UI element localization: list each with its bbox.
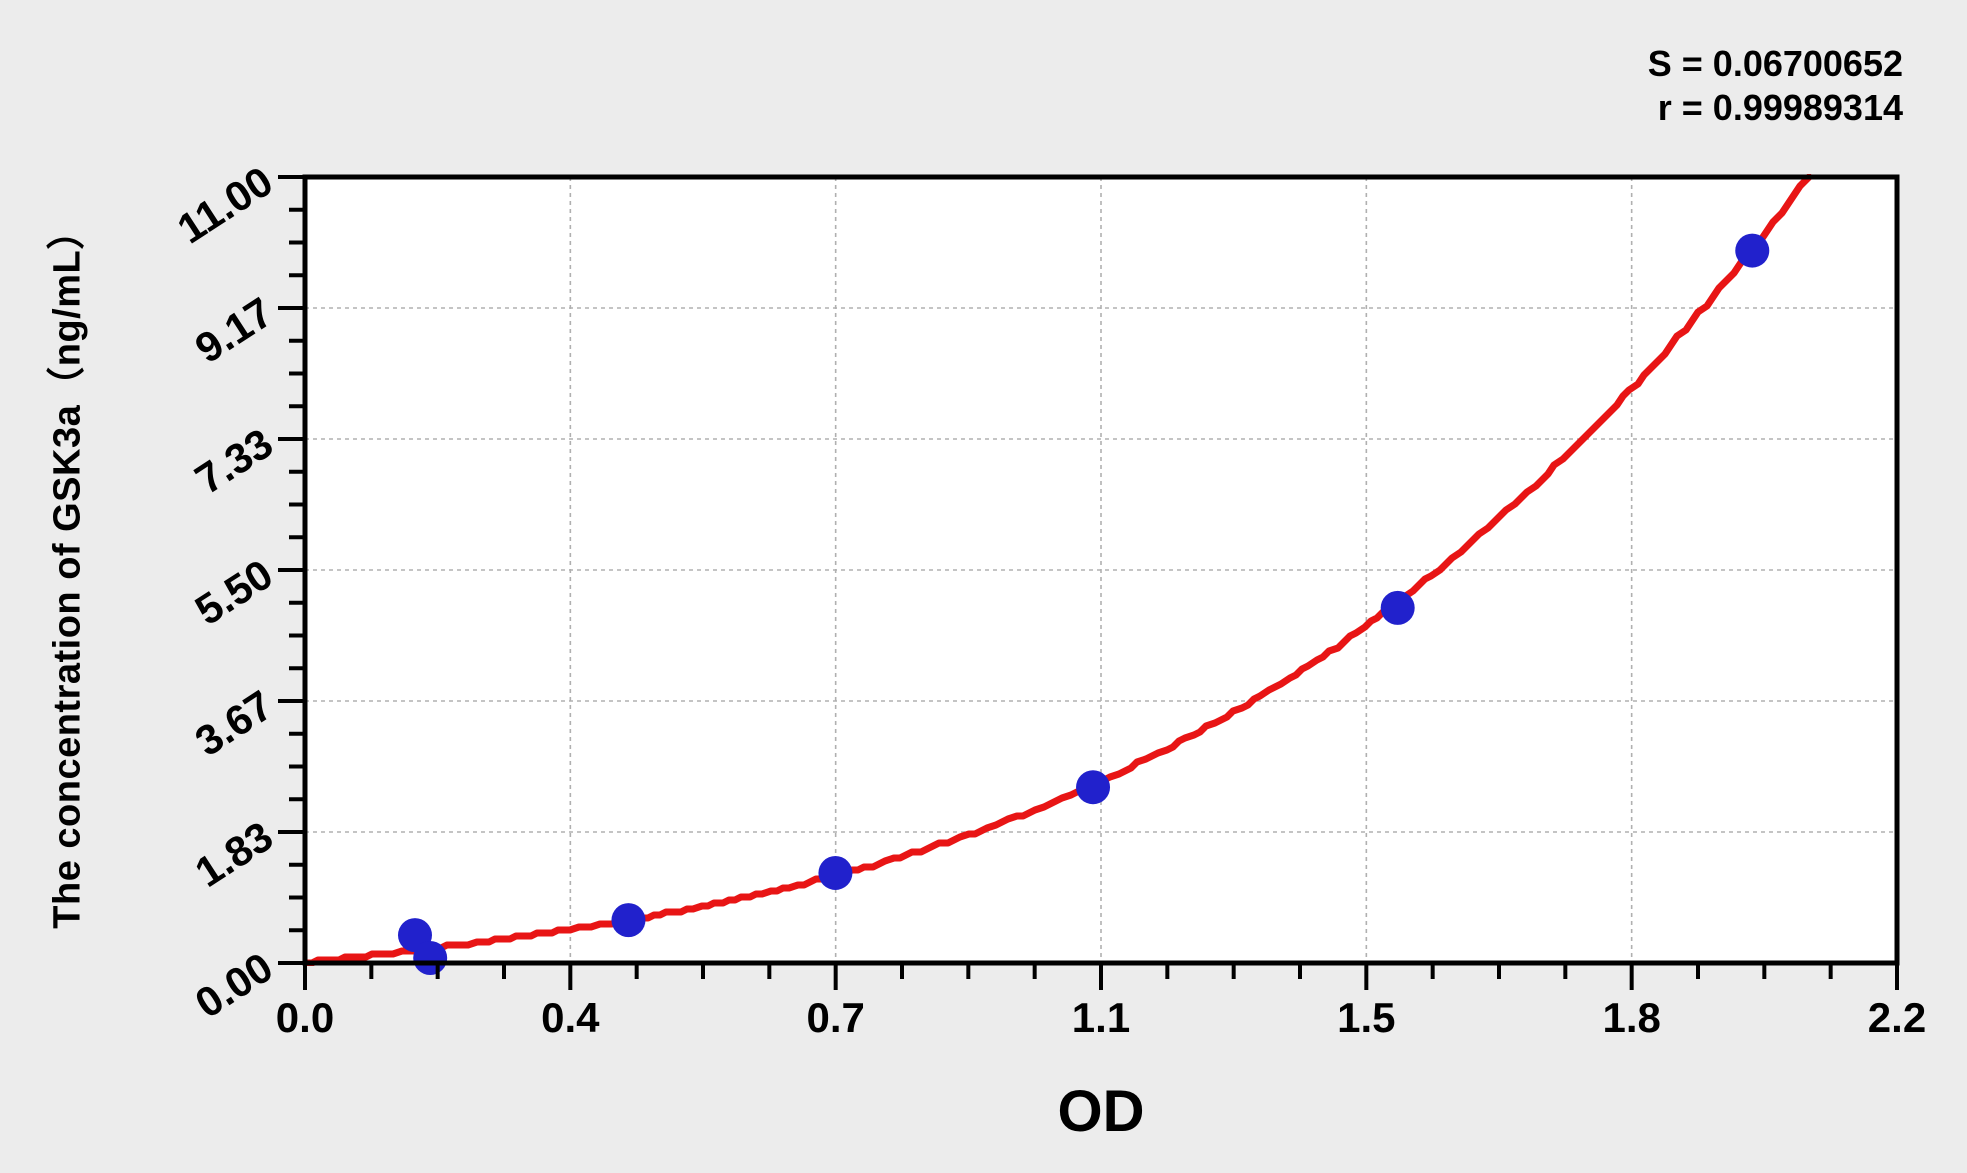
data-point: [1380, 590, 1415, 625]
data-point: [818, 855, 853, 890]
x-tick-label: 1.5: [1337, 994, 1395, 1041]
r-value: r = 0.99989314: [1657, 87, 1903, 128]
x-tick-label: 2.2: [1868, 994, 1926, 1041]
fit-curve: [305, 174, 1813, 966]
y-axis-title: The concentration of GSK3a（ng/mL）: [46, 211, 89, 929]
y-tick-label: 1.83: [187, 812, 281, 896]
y-tick-label: 7.33: [187, 419, 281, 503]
s-value: S = 0.06700652: [1647, 43, 1903, 84]
x-tick-label: 1.8: [1602, 994, 1660, 1041]
data-point: [611, 903, 646, 938]
x-tick-label: 0.4: [541, 994, 600, 1041]
data-point: [1076, 770, 1111, 805]
x-axis-title: OD: [1057, 1079, 1145, 1144]
y-tick-label: 5.50: [187, 550, 281, 634]
y-tick-label: 11.00: [169, 157, 281, 252]
y-tick-label: 0.00: [187, 943, 281, 1027]
plot-frame: [302, 174, 1900, 966]
fit-statistics: S = 0.06700652 r = 0.99989314: [1648, 42, 1903, 130]
y-tick-label: 3.67: [187, 681, 281, 765]
x-tick-label: 0.7: [806, 994, 864, 1041]
x-tick-label: 1.1: [1072, 994, 1130, 1041]
data-point: [1735, 233, 1770, 268]
data-point: [413, 940, 448, 975]
y-tick-label: 9.17: [187, 288, 281, 372]
x-tick-label: 0.0: [276, 994, 334, 1041]
